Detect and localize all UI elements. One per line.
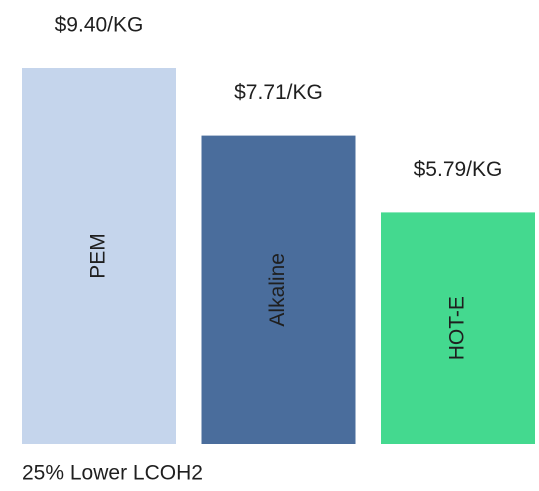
category-label: HOT-E xyxy=(446,296,469,360)
value-label: $7.71/KG xyxy=(234,81,323,104)
bar xyxy=(22,68,176,444)
category-label: Alkaline xyxy=(266,253,289,327)
annotation: 25% Lower LCOH2 xyxy=(22,462,203,485)
bar xyxy=(201,135,356,444)
value-label: $9.40/KG xyxy=(55,14,144,37)
category-label: PEM xyxy=(87,233,110,279)
value-label: $5.79/KG xyxy=(414,158,503,181)
bar xyxy=(381,212,535,444)
